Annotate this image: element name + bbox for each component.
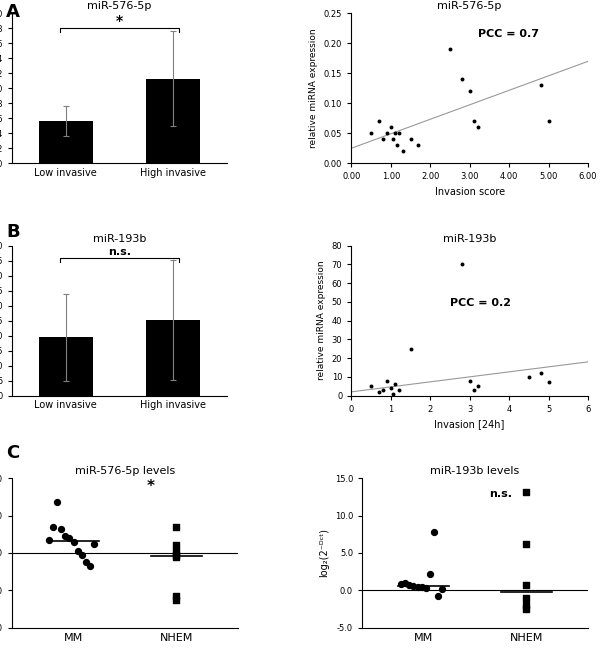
Point: [172, 550, 181, 560]
Point: [85, 560, 95, 571]
Text: PCC = 0.2: PCC = 0.2: [450, 298, 511, 308]
Text: *: *: [146, 479, 155, 494]
Point: [172, 591, 181, 601]
Point: [406, 134, 415, 144]
Point: [81, 557, 91, 568]
Text: n.s.: n.s.: [108, 246, 131, 257]
Text: *: *: [116, 13, 123, 27]
Point: [386, 122, 395, 133]
Point: [457, 259, 467, 270]
Point: [172, 540, 181, 551]
Point: [465, 86, 475, 97]
Point: [382, 375, 392, 386]
Point: [69, 536, 79, 547]
Point: [65, 532, 74, 543]
Point: [394, 128, 403, 139]
Point: [521, 604, 531, 615]
Point: [521, 538, 531, 549]
Point: [429, 526, 439, 537]
Point: [366, 381, 376, 391]
Point: [172, 522, 181, 532]
Point: [394, 385, 403, 395]
Y-axis label: relative miRNA expression: relative miRNA expression: [317, 261, 326, 381]
Point: [409, 580, 418, 591]
Text: n.s.: n.s.: [489, 489, 512, 499]
Y-axis label: log₂(2⁻ᴰᶜᵗ): log₂(2⁻ᴰᶜᵗ): [319, 528, 329, 577]
Point: [469, 116, 478, 127]
Point: [425, 568, 434, 579]
Title: miR-193b: miR-193b: [93, 234, 146, 244]
Point: [378, 134, 388, 144]
Bar: [39, 120, 92, 163]
Point: [56, 523, 66, 534]
Point: [404, 580, 414, 591]
Point: [521, 593, 531, 603]
Point: [413, 581, 422, 592]
Point: [390, 379, 400, 389]
Bar: [146, 79, 200, 163]
Point: [445, 44, 455, 55]
Point: [406, 343, 415, 354]
Point: [524, 371, 533, 382]
Point: [388, 134, 398, 144]
Point: [386, 383, 395, 393]
Point: [536, 368, 545, 379]
Y-axis label: relative miRNA expression: relative miRNA expression: [310, 29, 319, 148]
Point: [382, 128, 392, 139]
Point: [433, 591, 443, 601]
Point: [536, 80, 545, 91]
Text: B: B: [6, 223, 20, 241]
Point: [473, 122, 482, 133]
Point: [521, 600, 531, 611]
Point: [61, 531, 70, 542]
Point: [392, 140, 401, 150]
Point: [437, 584, 447, 595]
Point: [366, 128, 376, 139]
Point: [544, 377, 553, 388]
Point: [544, 116, 553, 127]
Point: [413, 140, 423, 150]
Title: miR-576-5p levels: miR-576-5p levels: [75, 466, 175, 476]
Point: [473, 381, 482, 391]
X-axis label: Invasion score: Invasion score: [434, 187, 505, 197]
Point: [400, 578, 410, 589]
Point: [172, 595, 181, 605]
X-axis label: Invasion [24h]: Invasion [24h]: [434, 419, 505, 429]
Text: C: C: [6, 444, 19, 462]
Point: [172, 546, 181, 556]
Point: [77, 550, 86, 560]
Point: [172, 551, 181, 562]
Point: [521, 486, 531, 497]
Title: miR-193b levels: miR-193b levels: [430, 466, 520, 476]
Text: A: A: [6, 3, 20, 21]
Title: miR-193b: miR-193b: [443, 234, 496, 244]
Point: [397, 579, 406, 590]
Point: [374, 387, 384, 397]
Point: [44, 534, 54, 545]
Point: [378, 385, 388, 395]
Point: [390, 128, 400, 139]
Point: [52, 497, 62, 508]
Point: [457, 74, 467, 85]
Point: [521, 580, 531, 591]
Point: [465, 375, 475, 386]
Bar: [39, 337, 92, 395]
Point: [89, 538, 99, 549]
Point: [388, 388, 398, 399]
Point: [398, 146, 407, 156]
Point: [421, 583, 431, 594]
Point: [469, 385, 478, 395]
Point: [73, 546, 83, 556]
Point: [374, 116, 384, 127]
Title: miR-576-5p: miR-576-5p: [437, 1, 502, 11]
Bar: [146, 320, 200, 395]
Text: PCC = 0.7: PCC = 0.7: [478, 29, 539, 39]
Title: miR-576-5p: miR-576-5p: [88, 1, 152, 11]
Point: [48, 522, 58, 532]
Point: [417, 582, 427, 593]
